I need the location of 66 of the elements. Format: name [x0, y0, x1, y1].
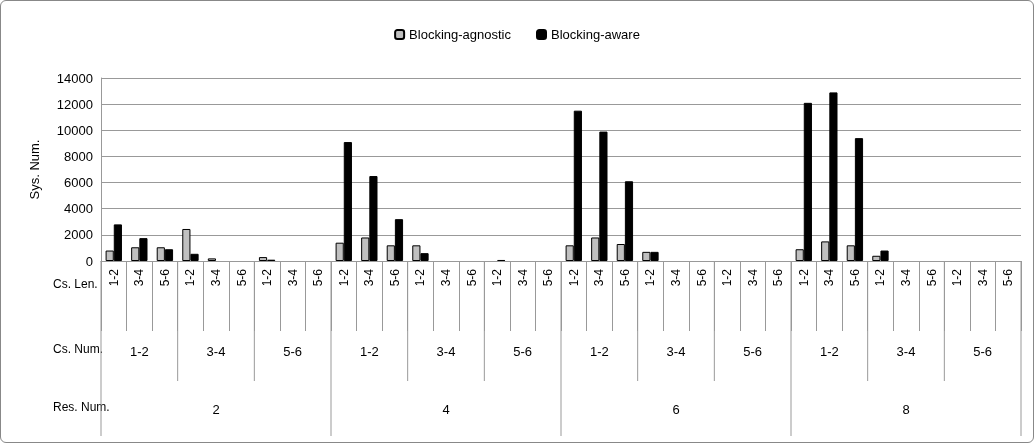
x-tick-label: 1-2 [336, 268, 351, 287]
text: Res. Num. [53, 400, 110, 414]
x-tick-label: 3-4 [362, 268, 377, 287]
x-tick-label: 3-4 [669, 268, 683, 287]
text: 5-6 [743, 343, 763, 359]
x-tick-label: 1-2 [643, 268, 658, 287]
x-tick-label: 5-6 [847, 268, 862, 287]
x-tick-label: 3-4 [285, 268, 300, 287]
text: 2 [212, 401, 220, 417]
x-tick-label: 5-6 [924, 268, 939, 287]
y-tick-label: 4000 [64, 201, 93, 217]
x-tick-label: 1-2 [260, 268, 275, 287]
text: 8 [902, 401, 910, 417]
text: Cs. Len. [53, 277, 98, 291]
x-tick-label: 5-6 [694, 268, 709, 287]
x-tick-label: 5-6 [157, 268, 172, 287]
text: 3-4 [436, 343, 456, 359]
y-tick-label: 6000 [64, 175, 93, 191]
x-tick-label: 3-4 [745, 268, 760, 287]
x-tick-label: 5-6 [1001, 268, 1016, 287]
legend-label: Blocking-agnostic [409, 27, 512, 42]
text: 3-4 [206, 343, 226, 359]
x-tick-label: 1-2 [950, 268, 965, 287]
text: 3-4 [666, 343, 686, 359]
text: 5-6 [973, 343, 993, 359]
y-tick-label: 0 [85, 253, 93, 269]
text: 1-2 [359, 343, 379, 359]
text: 5-6 [283, 343, 303, 359]
x-tick-label: 5-6 [617, 268, 632, 287]
text: 5-6 [513, 343, 533, 359]
text: Cs. Num. [53, 342, 104, 356]
x-tick-label: 3-4 [132, 268, 147, 287]
text: 1-2 [819, 343, 839, 359]
x-tick-label: 5-6 [464, 268, 479, 287]
x-tick-label: 3-4 [592, 268, 607, 287]
y-tick-label: 10000 [56, 122, 93, 138]
y-tick-label: 2000 [64, 227, 93, 243]
x-tick-label: 1-2 [413, 268, 428, 287]
x-tick-label: 3-4 [975, 268, 990, 287]
x-tick-label: 5-6 [234, 268, 249, 287]
x-tick-label: 1-2 [566, 268, 581, 287]
y-tick-label: 12000 [56, 96, 93, 112]
x-tick-label: 1-2 [796, 268, 811, 287]
x-tick-label: 1-2 [106, 268, 121, 287]
x-tick-label: 5-6 [311, 268, 326, 287]
x-tick-label: 3-4 [209, 268, 223, 287]
y-axis-title: Sys. Num. [27, 139, 42, 200]
x-tick-label: 1-2 [720, 268, 735, 287]
y-tick-label: 8000 [64, 148, 93, 164]
text: 1-2 [589, 343, 609, 359]
text: 6 [672, 401, 680, 417]
legend-label: Blocking-aware [551, 27, 640, 42]
y-tick-label: 14000 [56, 70, 93, 86]
x-tick-label: 1-2 [183, 268, 198, 287]
x-tick-label: 3-4 [439, 268, 453, 287]
x-tick-label: 5-6 [771, 268, 786, 287]
x-tick-label: 1-2 [490, 268, 505, 287]
text: 3-4 [896, 343, 916, 359]
x-tick-label: 5-6 [387, 268, 402, 287]
x-tick-label: 5-6 [541, 268, 556, 287]
x-tick-label: 3-4 [899, 268, 913, 287]
text: 4 [442, 401, 450, 417]
text: 1-2 [129, 343, 149, 359]
x-tick-label: 3-4 [822, 268, 837, 287]
x-tick-label: 1-2 [873, 268, 888, 287]
x-tick-label: 3-4 [515, 268, 530, 287]
